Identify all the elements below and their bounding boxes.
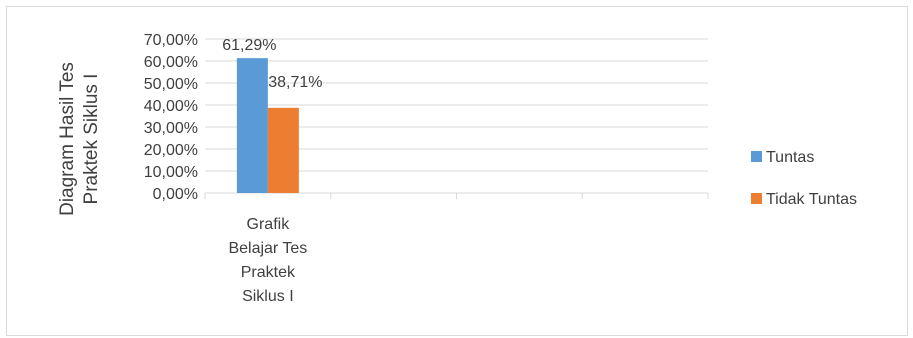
legend-swatch-tidak-tuntas bbox=[751, 193, 762, 204]
data-label: 61,29% bbox=[222, 37, 276, 54]
y-axis-title: Praktek Siklus I bbox=[81, 74, 102, 205]
x-tick-label: Siklus I bbox=[242, 288, 294, 305]
legend-label: Tuntas bbox=[766, 149, 814, 166]
x-tick-label: Praktek bbox=[241, 264, 296, 281]
y-tick-label: 20,00% bbox=[144, 142, 198, 159]
y-tick-label: 70,00% bbox=[144, 32, 198, 49]
y-tick-label: 60,00% bbox=[144, 54, 198, 71]
y-tick-label: 0,00% bbox=[153, 186, 198, 203]
legend-swatch-tuntas bbox=[751, 151, 762, 162]
y-axis-title: Diagram Hasil Tes bbox=[57, 62, 78, 216]
data-label: 38,71% bbox=[268, 74, 322, 91]
y-tick-label: 30,00% bbox=[144, 120, 198, 137]
x-tick-label: Belajar Tes bbox=[228, 240, 307, 257]
y-tick-label: 40,00% bbox=[144, 98, 198, 115]
bar-tuntas bbox=[237, 58, 268, 193]
x-tick-label: Grafik bbox=[247, 216, 291, 233]
legend-label: Tidak Tuntas bbox=[766, 191, 857, 208]
bar-tidak-tuntas bbox=[268, 108, 299, 193]
y-tick-label: 50,00% bbox=[144, 76, 198, 93]
y-tick-label: 10,00% bbox=[144, 164, 198, 181]
